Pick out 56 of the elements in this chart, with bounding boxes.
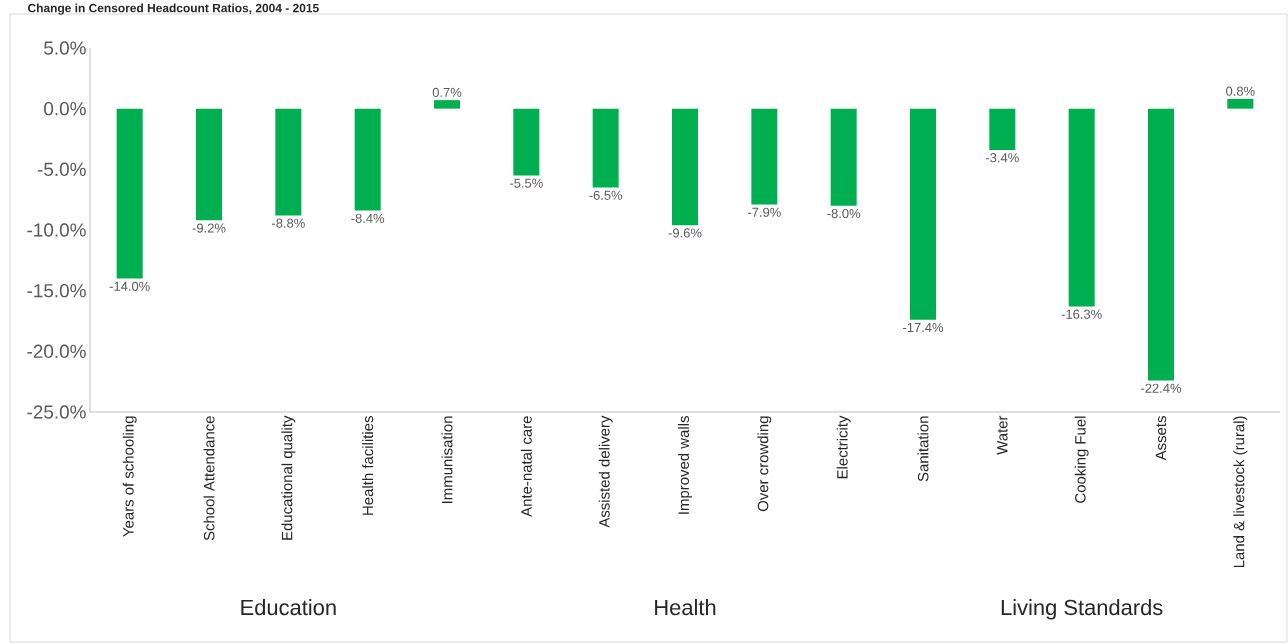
bar (672, 108, 698, 226)
y-tick-label: -10.0% (27, 223, 86, 237)
x-tick-label: Electricity (836, 415, 851, 479)
data-label: -6.5% (589, 190, 623, 200)
data-label: -8.0% (827, 208, 861, 219)
text: Living Standards (1001, 599, 1163, 620)
data-label: -5.5% (510, 178, 543, 188)
data-label: -16.3% (1061, 309, 1102, 319)
bar (910, 108, 936, 320)
data-label: -9.2% (192, 223, 226, 233)
x-tick-label: Health facilities (362, 416, 374, 515)
y-tick-label: -15.0% (27, 283, 86, 298)
data-label: 0.8% (1226, 86, 1255, 96)
bar (1227, 98, 1254, 109)
data-label: -22.4% (1141, 383, 1182, 393)
bar (1148, 108, 1174, 381)
y-tick-label: -25.0% (27, 405, 86, 419)
chart-title: Change in Censored Headcount Ratios, 2004 - 2015 (28, 3, 319, 15)
bar (830, 108, 857, 206)
x-tick-label: Over crowding (757, 416, 772, 512)
data-label: -8.8% (272, 218, 305, 228)
y-tick-label: -20.0% (27, 344, 86, 359)
bar (592, 108, 619, 188)
x-tick-label: Years of schooling (122, 416, 137, 537)
bar (1068, 108, 1095, 307)
x-tick-label: Improved walls (678, 416, 692, 514)
x-tick-label: Assets (1155, 416, 1167, 461)
x-tick-label: Educational quality (281, 415, 296, 540)
bar (989, 108, 1016, 150)
x-tick-label: Ante-natal care (520, 416, 532, 517)
bar (513, 108, 540, 176)
text: Health (655, 599, 716, 616)
y-tick-label: 5.0% (44, 41, 86, 55)
data-label: -8.4% (351, 213, 385, 223)
data-label: 0.7% (432, 87, 462, 97)
text: Education (241, 599, 336, 616)
bar (434, 100, 461, 109)
data-label: -9.6% (668, 228, 702, 238)
y-tick-label: 0.0% (44, 101, 86, 116)
x-tick-label: Land & livestock (rural) (1233, 416, 1248, 568)
data-label: -14.0% (109, 281, 150, 291)
bar (196, 108, 223, 221)
x-tick-label: Immunisation (441, 416, 453, 503)
data-label: -3.4% (985, 153, 1019, 163)
x-tick-label: Assisted delivery (598, 415, 613, 528)
x-tick-label: School Attendance (203, 416, 215, 541)
y-tick-label: -5.0% (37, 162, 86, 177)
data-label: -17.4% (903, 322, 944, 333)
x-tick-label: Sanitation (917, 416, 929, 482)
bar (354, 108, 381, 211)
x-tick-label: Water (997, 415, 1008, 455)
x-tick-label: Cooking Fuel (1074, 416, 1089, 503)
bar (116, 108, 143, 279)
bar (751, 108, 778, 205)
data-label: -7.9% (748, 207, 781, 217)
bar (275, 108, 302, 216)
